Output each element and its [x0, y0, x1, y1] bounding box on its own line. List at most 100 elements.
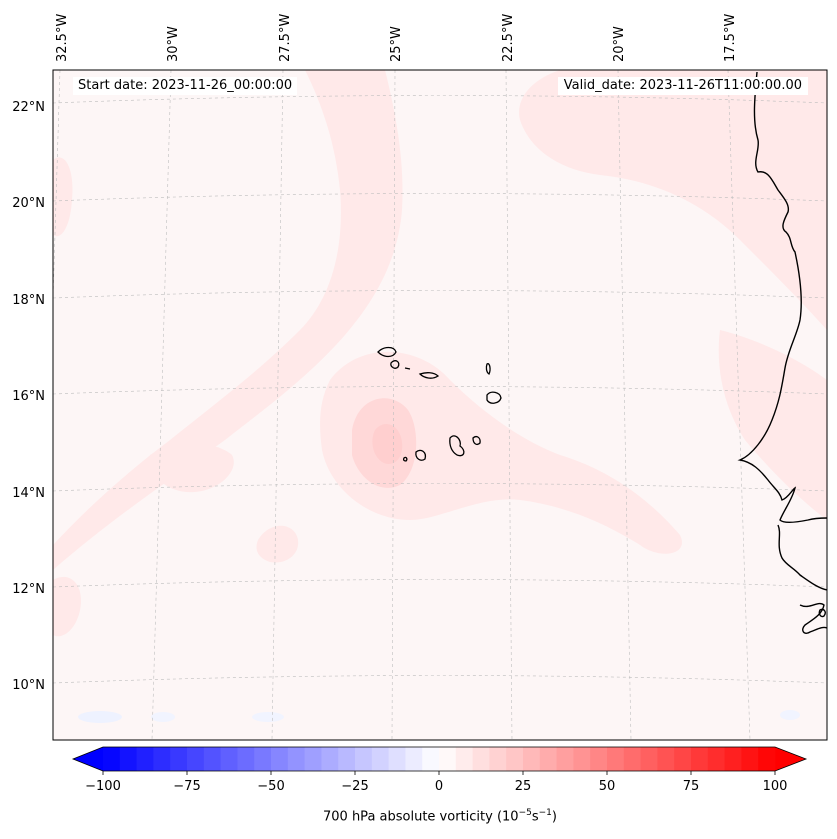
colorbar-cell — [103, 747, 121, 771]
island-maio — [472, 436, 481, 445]
gridlines — [53, 70, 827, 740]
valid-date-label: Valid_date: 2023-11-26T11:00:00.00 — [557, 77, 808, 95]
meridian-32-5w — [53, 70, 61, 301]
colorbar-extend-max — [775, 747, 806, 771]
colorbar-label-exp1: −5 — [518, 808, 532, 818]
colorbar-cell — [220, 747, 238, 771]
start-date-label: Start date: 2023-11-26_00:00:00 — [73, 77, 298, 95]
lon-label: 25°W — [389, 26, 404, 62]
colorbar-cell — [674, 747, 692, 771]
colorbar-cell — [237, 747, 255, 771]
colorbar-cell — [271, 747, 289, 771]
lat-label: 10°N — [12, 678, 45, 693]
meridian-25w — [391, 70, 396, 740]
colorbar-cell — [556, 747, 574, 771]
colorbar-tick-label: −75 — [173, 779, 200, 794]
vorticity-blob-southwest-2 — [256, 525, 299, 563]
colorbar-cell — [187, 747, 205, 771]
colorbar-cell — [472, 747, 490, 771]
island-sao-vicente — [390, 360, 400, 369]
colorbar-ticks: −100 −75 −50 −25 0 25 50 75 100 — [85, 771, 787, 794]
colorbar-cell — [405, 747, 423, 771]
parallel-22n — [53, 95, 827, 104]
meridian-30w — [151, 70, 172, 740]
colorbar-cell — [489, 747, 507, 771]
parallel-18n — [53, 290, 827, 299]
colorbar-cell — [724, 747, 742, 771]
lon-label: 27.5°W — [278, 14, 293, 62]
colorbar-cell — [254, 747, 272, 771]
lat-label: 20°N — [12, 196, 45, 211]
colorbar-cell — [657, 747, 675, 771]
meridian-22-5w — [505, 70, 513, 740]
colorbar-tick-label: −100 — [85, 779, 121, 794]
colorbar-cell — [607, 747, 625, 771]
colorbar-cell — [691, 747, 709, 771]
colorbar-cell — [640, 747, 658, 771]
island-santiago — [449, 435, 465, 457]
colorbar-cell — [170, 747, 188, 771]
colorbar-cell — [287, 747, 305, 771]
vorticity-coastal-zone — [718, 330, 827, 520]
colorbar-tick-label: −50 — [257, 779, 284, 794]
lat-label: 16°N — [12, 389, 45, 404]
colorbar-cell — [321, 747, 339, 771]
colorbar-cell — [439, 747, 457, 771]
coastline-mauritania-senegal — [737, 71, 827, 523]
colorbar-cell — [758, 747, 776, 771]
colorbar-label-mid: s — [531, 809, 539, 825]
island-fogo — [415, 449, 427, 461]
vorticity-band-southwest — [53, 70, 403, 570]
cape-verde-islands — [377, 346, 502, 462]
lat-label: 22°N — [12, 100, 45, 115]
lon-label: 17.5°W — [723, 14, 738, 62]
parallel-12n — [53, 579, 827, 588]
vorticity-blob-cape-verde — [320, 351, 682, 554]
coastline-bijagos — [799, 602, 827, 634]
vorticity-core-inner — [372, 423, 403, 464]
colorbar-tick-label: 75 — [683, 779, 700, 794]
colorbar-cell — [422, 747, 440, 771]
colorbar-cell — [707, 747, 725, 771]
colorbar-cell — [119, 747, 137, 771]
island-sao-nicolau — [418, 372, 440, 379]
vorticity-blob-west — [149, 443, 234, 493]
colorbar-tick-label: 0 — [435, 779, 443, 794]
island-boa-vista — [486, 391, 502, 404]
colorbar-cell — [203, 747, 221, 771]
colorbar-extend-min — [73, 747, 103, 771]
vorticity-region-northeast — [519, 70, 827, 330]
colorbar-cell — [590, 747, 608, 771]
colorbar: −100 −75 −50 −25 0 25 50 75 100 — [71, 746, 808, 794]
parallel-16n — [53, 386, 827, 395]
coastline-gambia-guinea — [777, 524, 827, 591]
colorbar-cell — [388, 747, 406, 771]
colorbar-cell — [455, 747, 473, 771]
colorbar-label-exp2: −1 — [538, 808, 552, 818]
colorbar-cell — [623, 747, 641, 771]
island-brava — [402, 456, 408, 462]
colorbar-tick-label: 50 — [599, 779, 616, 794]
negative-vorticity-spot-1 — [78, 711, 122, 723]
vorticity-blob-lower-left — [53, 576, 81, 637]
parallel-10n — [53, 675, 827, 684]
negative-vorticity-spot-4 — [780, 710, 800, 720]
colorbar-cell — [136, 747, 154, 771]
lon-label: 32.5°W — [55, 14, 70, 62]
colorbar-cell — [153, 747, 171, 771]
coastline — [737, 71, 827, 634]
longitude-labels: 32.5°W 30°W 27.5°W 25°W 22.5°W 20°W 17.5… — [55, 14, 738, 62]
parallel-14n — [53, 483, 827, 492]
lat-label: 12°N — [12, 582, 45, 597]
lon-label: 30°W — [166, 26, 181, 62]
colorbar-tick-label: 25 — [515, 779, 532, 794]
colorbar-cell — [523, 747, 541, 771]
negative-vorticity-spot-2 — [151, 712, 175, 722]
meridian-27-5w — [271, 70, 284, 740]
colorbar-label-prefix: 700 hPa absolute vorticity (10 — [323, 809, 519, 825]
island-sal — [485, 363, 491, 375]
colorbar-cell — [304, 747, 322, 771]
colorbar-tick-label: 100 — [763, 779, 788, 794]
lon-label: 20°W — [612, 26, 627, 62]
colorbar-cell — [355, 747, 373, 771]
